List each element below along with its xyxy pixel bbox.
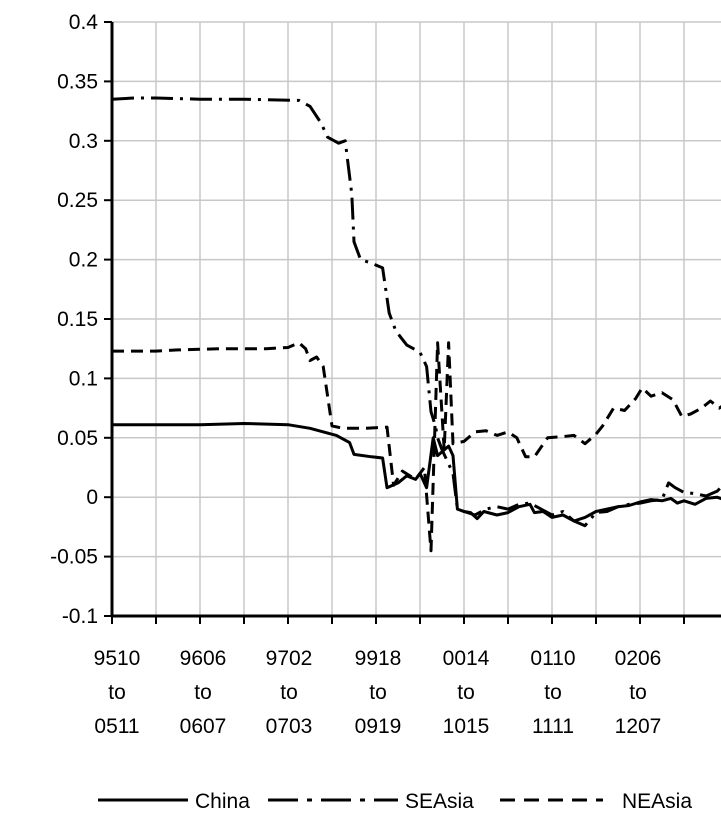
x-tick-label: 9702 [266, 647, 313, 670]
y-tick-label: -0.05 [50, 546, 98, 569]
y-axis-tick-labels: 0.4 0.35 0.3 0.25 0.2 0.15 0.1 0.05 0 -0.05 -0.1 [50, 11, 98, 628]
x-tick-label: to [194, 681, 212, 704]
legend-label-china: China [195, 790, 250, 813]
y-tick-label: 0.4 [69, 11, 99, 34]
series-line-neasia [112, 341, 721, 553]
y-tick-label: 0.15 [57, 308, 98, 331]
x-tick-label: 9606 [180, 647, 227, 670]
x-tick-label: to [280, 681, 298, 704]
y-tick-label: 0.1 [69, 367, 98, 390]
x-tick-label: 0014 [443, 647, 490, 670]
x-tick-label: 9510 [94, 647, 141, 670]
y-tick-label: 0.25 [57, 189, 98, 212]
x-tick-label: 9918 [355, 647, 402, 670]
x-axis-tick-labels: 9510 to 0511 9606 to 0607 9702 to 0703 9918 to 0919… [94, 647, 662, 738]
x-tick-label: 0110 [530, 647, 575, 670]
y-tick-label: 0.35 [57, 70, 98, 93]
y-tick-label: 0.3 [69, 130, 98, 153]
series-line-china [112, 422, 721, 523]
legend-label-seasia: SEAsia [405, 790, 474, 813]
axes [104, 21, 721, 624]
series-lines [111, 96, 721, 553]
legend-label-neasia: NEAsia [622, 790, 692, 813]
x-tick-label: 1207 [615, 715, 662, 738]
x-tick-label: 0919 [355, 715, 402, 738]
x-tick-label: to [457, 681, 475, 704]
x-tick-label: 1111 [532, 715, 574, 738]
y-tick-label: 0 [86, 486, 98, 509]
y-tick-label: 0.05 [57, 427, 98, 450]
x-tick-label: 0607 [180, 715, 227, 738]
x-tick-label: to [108, 681, 126, 704]
legend: China SEAsia NEAsia [98, 790, 692, 813]
grid-lines [112, 21, 721, 617]
x-tick-label: 0206 [615, 647, 662, 670]
series-line-seasia [111, 96, 721, 528]
x-tick-label: 0703 [266, 715, 313, 738]
x-tick-label: 1015 [443, 715, 490, 738]
x-tick-label: to [544, 681, 562, 704]
x-tick-label: to [629, 681, 647, 704]
y-tick-label: -0.1 [62, 605, 98, 628]
y-tick-label: 0.2 [69, 249, 98, 272]
x-tick-label: to [369, 681, 387, 704]
x-tick-label: 0511 [94, 715, 139, 738]
